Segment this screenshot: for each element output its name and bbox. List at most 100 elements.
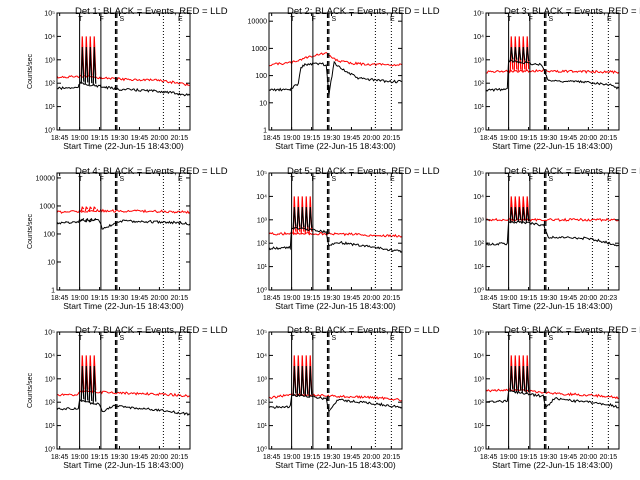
y-axis-title: Counts/sec — [27, 372, 34, 408]
marker-label: F — [312, 335, 316, 342]
x-axis-title: Start Time (22-Jun-15 18:43:00) — [275, 141, 396, 151]
marker-label: T — [78, 16, 83, 23]
marker-label: S — [120, 335, 125, 342]
series-line-events — [486, 59, 619, 92]
plot-area — [486, 196, 619, 247]
marker-label: F — [529, 16, 533, 23]
x-tick-label: 20:15 — [600, 135, 618, 142]
spike-mark — [308, 207, 313, 230]
spike-mark — [509, 366, 514, 392]
marker-label: T — [78, 335, 83, 342]
y-tick-label: 10³ — [257, 376, 268, 383]
marker-label: T — [290, 176, 295, 183]
x-tick-label: 20:15 — [600, 454, 618, 461]
spike-mark — [517, 46, 522, 62]
x-axis-title: Start Time (22-Jun-15 18:43:00) — [63, 460, 184, 470]
plot-frame — [485, 12, 620, 131]
spike-mark — [92, 47, 97, 86]
series-line-lld — [486, 217, 619, 222]
y-tick-label: 10⁵ — [44, 11, 55, 18]
x-tick-label: 20:00 — [580, 295, 598, 302]
x-tick-label: 19:15 — [520, 135, 538, 142]
y-tick-label: 100 — [255, 73, 267, 80]
x-tick-label: 19:45 — [560, 295, 578, 302]
y-tick-label: 10⁵ — [256, 171, 267, 178]
spike-mark — [525, 47, 530, 64]
plot-area — [486, 36, 619, 92]
y-tick-label: 10⁰ — [44, 127, 55, 135]
y-tick-label: 10² — [45, 81, 56, 88]
series-line-events — [57, 218, 190, 230]
x-tick-label: 19:30 — [111, 295, 129, 302]
marker-label: T — [290, 16, 295, 23]
x-tick-label: 19:00 — [500, 454, 518, 461]
x-tick-label: 18:45 — [480, 135, 498, 142]
spike-mark — [509, 207, 514, 223]
spike-mark — [308, 366, 313, 397]
y-tick-label: 10³ — [45, 57, 56, 64]
x-tick-label: 19:30 — [540, 295, 558, 302]
spike-mark — [296, 366, 301, 396]
y-tick-label: 100 — [43, 231, 55, 238]
spike-mark — [80, 366, 85, 402]
y-tick-label: 10 — [259, 100, 267, 107]
x-tick-label: 20:00 — [580, 454, 598, 461]
marker-label: T — [507, 335, 512, 342]
panel-title: Det 8: BLACK = Events, RED = LLD — [287, 325, 440, 336]
marker-label: E — [607, 176, 612, 183]
panel-title: Det 7: BLACK = Events, RED = LLD — [75, 325, 228, 336]
x-tick-label: 20:15 — [171, 295, 189, 302]
y-tick-label: 1000 — [39, 203, 55, 210]
marker-label: E — [390, 176, 395, 183]
series-line-events — [269, 226, 402, 253]
plot-area — [269, 355, 402, 414]
x-tick-label: 19:00 — [500, 295, 518, 302]
marker-label: E — [178, 176, 183, 183]
marker-label: F — [100, 176, 104, 183]
spike-mark — [525, 207, 530, 224]
plot-area — [57, 36, 190, 97]
marker-label: E — [390, 335, 395, 342]
spike-mark — [92, 217, 97, 222]
spike-mark — [80, 217, 85, 222]
x-tick-label: 18:45 — [263, 135, 281, 142]
x-tick-label: 19:00 — [71, 295, 89, 302]
y-tick-label: 10¹ — [474, 423, 485, 430]
spike-mark — [517, 207, 522, 223]
x-axis-title: Start Time (22-Jun-15 18:43:00) — [63, 301, 184, 311]
plot-area — [57, 205, 190, 230]
x-tick-label: 19:45 — [343, 295, 361, 302]
plot-frame — [56, 12, 191, 131]
x-tick-label: 19:00 — [283, 135, 301, 142]
plot-frame — [268, 331, 403, 450]
x-tick-label: 19:30 — [111, 135, 129, 142]
panel-title: Det 2: BLACK = Events, RED = LLD — [287, 6, 440, 17]
x-axis-title: Start Time (22-Jun-15 18:43:00) — [63, 141, 184, 151]
x-tick-label: 19:15 — [91, 454, 109, 461]
x-tick-label: 20:00 — [151, 295, 169, 302]
spike-mark — [300, 207, 305, 229]
y-tick-label: 10⁰ — [256, 287, 267, 295]
series-line-lld — [269, 231, 402, 238]
plot-frame — [485, 331, 620, 450]
y-tick-label: 10² — [474, 241, 485, 248]
y-tick-label: 10² — [474, 400, 485, 407]
marker-label: S — [332, 335, 337, 342]
y-tick-label: 10¹ — [257, 264, 268, 271]
x-tick-label: 18:45 — [51, 135, 69, 142]
spike-mark — [513, 46, 518, 62]
y-tick-label: 10³ — [474, 376, 485, 383]
spike-mark — [521, 366, 526, 394]
x-tick-label: 18:45 — [263, 454, 281, 461]
panel-title: Det 6: BLACK = Events, RED = LLD — [504, 166, 640, 177]
x-tick-label: 20:00 — [151, 454, 169, 461]
marker-label: F — [529, 176, 533, 183]
spike-mark — [84, 366, 89, 403]
spike-mark — [304, 366, 309, 397]
x-tick-label: 19:00 — [500, 135, 518, 142]
y-tick-label: 10² — [45, 400, 56, 407]
y-tick-label: 10⁰ — [44, 446, 55, 454]
x-tick-label: 19:45 — [343, 135, 361, 142]
